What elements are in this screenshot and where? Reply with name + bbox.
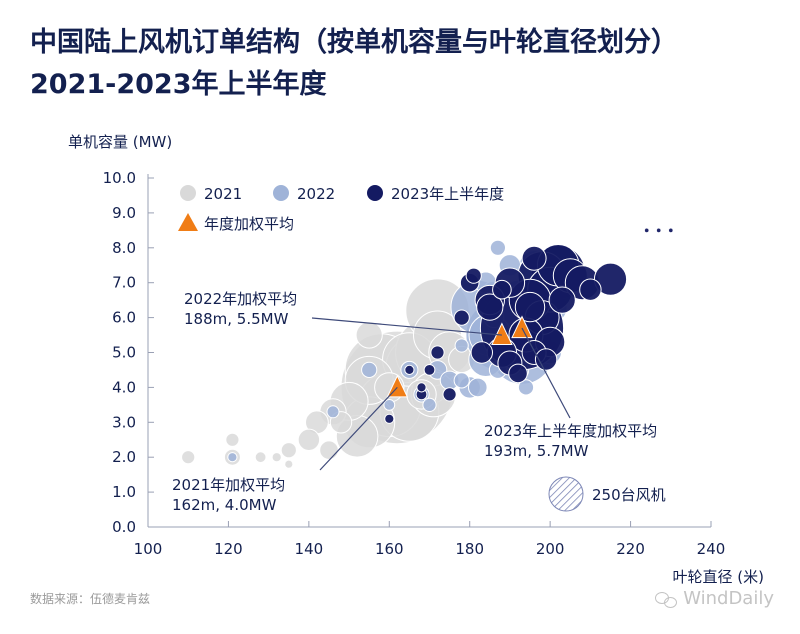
bubble-2021: [297, 428, 321, 451]
bubble-2022: [383, 399, 396, 411]
bubble-2023: [416, 382, 427, 393]
annotation-value: 188m, 5.5MW: [184, 310, 289, 328]
bubble-2022: [454, 338, 469, 353]
bubble-2023: [656, 228, 662, 233]
averages-layer: [386, 315, 533, 398]
bubble-2023: [593, 262, 628, 296]
watermark-text: WindDaily: [683, 588, 774, 609]
bubble-2023: [423, 364, 436, 376]
annotation-title: 2022年加权平均: [184, 290, 297, 308]
bubble-2023: [442, 387, 457, 402]
annotation-leader-line: [311, 317, 502, 336]
wechat-icon: [655, 591, 678, 608]
annotation-title: 2023年上半年度加权平均: [484, 422, 657, 440]
y-tick-label: 2.0: [112, 448, 136, 466]
bubble-2021: [280, 442, 297, 459]
bubble-2023: [534, 348, 558, 371]
y-tick-label: 5.0: [112, 344, 136, 362]
annotation-leader-line: [521, 327, 571, 419]
bubble-2023: [508, 363, 528, 384]
bubble-2023: [644, 228, 650, 233]
bubble-2023: [430, 345, 445, 360]
y-axis-label: 单机容量 (MW): [68, 133, 172, 151]
bubble-2023: [668, 228, 674, 233]
x-tick-label: 160: [375, 540, 404, 558]
watermark: WindDaily: [655, 588, 774, 609]
y-tick-label: 4.0: [112, 378, 136, 396]
bubble-2023: [492, 279, 512, 300]
bubble-2022: [489, 239, 506, 256]
bubble-2023: [453, 309, 470, 326]
size-legend-label: 250台风机: [592, 486, 666, 504]
legend-marker-avg: [178, 213, 198, 231]
bubble-2021: [254, 451, 267, 464]
x-tick-label: 100: [134, 540, 163, 558]
title-line-2: 2021-2023年上半年度: [30, 69, 327, 100]
data-source: 数据来源：伍德麦肯兹: [30, 592, 151, 606]
bubble-2023: [521, 245, 547, 271]
annotation-value: 193m, 5.7MW: [484, 442, 589, 460]
annotation-leader-line: [319, 386, 398, 471]
y-tick-label: 8.0: [112, 239, 136, 257]
x-tick-label: 120: [214, 540, 243, 558]
legend-marker-2021: [180, 185, 196, 201]
weighted-average-2021: [386, 374, 409, 398]
bubble-2022: [227, 452, 238, 463]
bubble-2022: [326, 405, 340, 419]
bubble-2023: [465, 267, 482, 284]
bubble-2022: [422, 397, 437, 412]
weighted-average-2023: [511, 315, 533, 339]
y-tick-label: 9.0: [112, 204, 136, 222]
x-tick-label: 140: [295, 540, 324, 558]
size-legend-marker: [548, 476, 584, 512]
bubble-2021: [355, 321, 383, 349]
y-tick-label: 7.0: [112, 274, 136, 292]
annotation-value: 162m, 4.0MW: [172, 496, 277, 514]
legend-marker-2023: [367, 185, 383, 201]
bubble-2022: [517, 379, 535, 396]
annotations-layer: 2022年加权平均 188m, 5.5MW 2021年加权平均 162m, 4.0MW…: [172, 290, 657, 514]
bubble-2021: [225, 432, 240, 447]
title-line-1: 中国陆上风机订单结构（按单机容量与叶轮直径划分）: [30, 27, 678, 58]
bubble-2023: [470, 341, 493, 364]
bubble-2023: [579, 278, 602, 301]
legend-label-avg: 年度加权平均: [204, 215, 294, 233]
y-tick-label: 1.0: [112, 483, 136, 501]
x-tick-label: 240: [697, 540, 726, 558]
annotation-title: 2021年加权平均: [172, 476, 285, 494]
y-tick-label: 6.0: [112, 309, 136, 327]
chart-title: 中国陆上风机订单结构（按单机容量与叶轮直径划分） 2021-2023年上半年度: [30, 22, 790, 106]
legend-label-2021: 2021: [204, 185, 242, 203]
bubble-2023: [404, 364, 415, 375]
y-tick-label: 10.0: [103, 169, 136, 187]
legend-label-2022: 2022: [297, 185, 335, 203]
x-tick-label: 180: [455, 540, 484, 558]
bubble-2021: [319, 440, 339, 461]
bubble-2021: [271, 452, 282, 463]
bubble-2022: [361, 361, 378, 378]
bubble-2023: [514, 291, 546, 323]
axes-layer: 0.0 1.0 2.0 3.0 4.0 5.0 6.0 7.0 8.0 9.0 10.0 100 120…: [68, 133, 764, 586]
bubble-2023: [384, 413, 395, 424]
x-axis-label: 叶轮直径 (米): [673, 568, 764, 586]
legend-label-2023: 2023年上半年度: [391, 185, 504, 203]
bubble-2022: [453, 372, 470, 389]
y-tick-label: 0.0: [112, 518, 136, 536]
bubble-2021: [284, 460, 293, 469]
legend-marker-2022: [273, 185, 289, 201]
bubble-2021: [181, 450, 196, 465]
x-tick-label: 220: [616, 540, 645, 558]
bubble-2022: [468, 377, 488, 398]
bubble-2023: [476, 293, 504, 321]
y-tick-label: 3.0: [112, 413, 136, 431]
bubble-2023: [548, 286, 576, 314]
x-tick-label: 200: [536, 540, 565, 558]
